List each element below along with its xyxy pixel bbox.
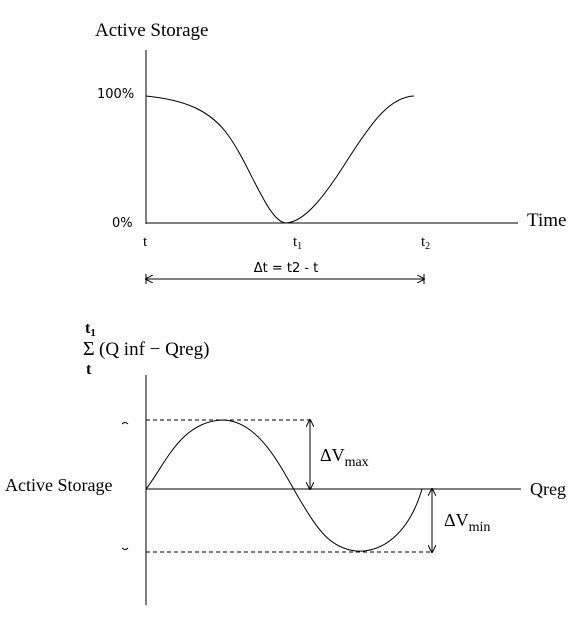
- x-tick-t: t: [143, 234, 148, 250]
- duration-label: Δt = t2 - t: [254, 261, 319, 276]
- top-chart: Active Storage 100% 0% Time t t1 t2 Δt =…: [95, 20, 566, 284]
- x-tick-t1: t1: [293, 234, 302, 252]
- summation-label: t1 Σ (Q inf − Qreg) t: [83, 320, 209, 378]
- cumulative-curve: [145, 419, 423, 552]
- dv-max-label: ΔVmax: [320, 445, 369, 470]
- top-y-axis-label: Active Storage: [95, 20, 208, 41]
- storage-curve: [145, 95, 415, 224]
- bottom-chart: t1 Σ (Q inf − Qreg) t Active Storage Qre…: [5, 320, 566, 605]
- bottom-x-axis-label: Qreg: [530, 479, 566, 499]
- dv-min-label: ΔVmin: [444, 510, 490, 535]
- max-level-tick: [121, 422, 129, 425]
- bottom-left-label: Active Storage: [5, 475, 112, 495]
- top-x-axis-label: Time: [527, 210, 566, 231]
- sigma-symbol: Σ: [83, 338, 95, 360]
- sum-expression: (Q inf − Qreg): [99, 339, 209, 360]
- y-tick-0: 0%: [112, 216, 133, 231]
- sum-upper-limit: t1: [85, 320, 96, 339]
- min-level-tick: [121, 547, 129, 550]
- y-tick-100: 100%: [97, 87, 134, 102]
- sum-lower-limit: t: [86, 361, 92, 378]
- x-tick-t2: t2: [421, 234, 430, 252]
